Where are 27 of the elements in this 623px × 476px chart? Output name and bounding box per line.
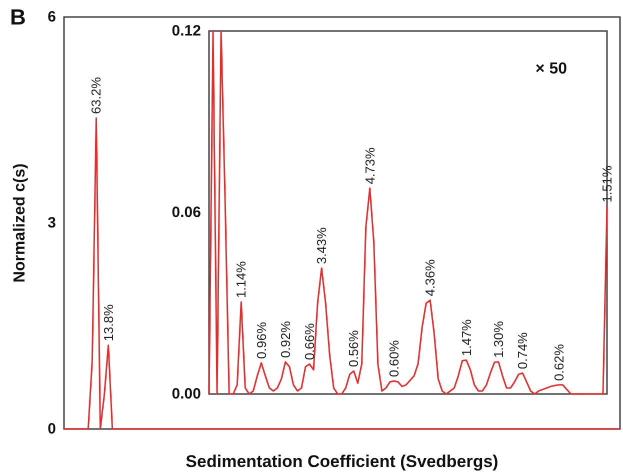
annotation: 0.74% (515, 332, 530, 370)
annotation: 1.14% (234, 260, 249, 298)
annotation: 3.43% (314, 226, 330, 264)
y-tick-label: 6 (48, 8, 56, 26)
annotation: × 50 (535, 60, 568, 78)
line-series (63, 117, 621, 430)
y-tick-label: 0 (48, 420, 56, 438)
x-axis-title: Sedimentation Coefficient (Svedbergs) (186, 452, 498, 471)
annotation: 1.51% (600, 165, 614, 202)
y-axis-title: Normalized c(s) (12, 163, 28, 283)
annotation: 0.60% (386, 340, 402, 377)
annotation: 0.56% (346, 330, 362, 368)
y-tick-label: 0.00 (172, 386, 201, 402)
y-tick-label: 3 (48, 214, 56, 232)
annotation: 0.92% (278, 320, 293, 358)
annotation: 4.73% (362, 147, 378, 184)
chart-title: B (10, 4, 26, 30)
annotation: 0.96% (254, 322, 269, 359)
annotation: 1.30% (490, 320, 506, 358)
annotation: 63.2% (88, 76, 104, 114)
annotation: 13.8% (100, 304, 116, 342)
annotation: 1.47% (458, 318, 474, 356)
annotation: 4.36% (422, 258, 438, 296)
annotation: 0.66% (302, 322, 318, 360)
y-tick-label: 0.12 (172, 22, 201, 40)
annotation: 0.62% (551, 344, 566, 381)
y-tick-label: 0.06 (172, 204, 201, 221)
